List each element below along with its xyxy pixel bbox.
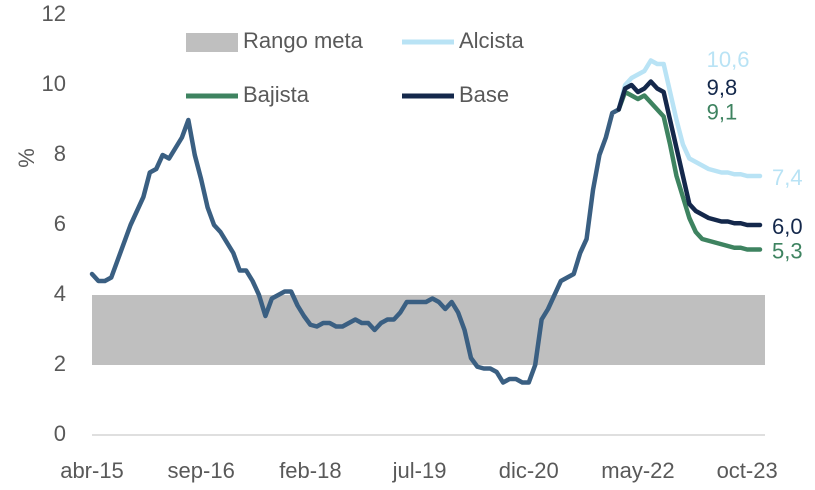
legend-label: Alcista: [459, 28, 525, 53]
y-tick-label: 6: [54, 211, 66, 236]
series-line: [89, 107, 621, 385]
x-tick-label: dic-20: [499, 458, 559, 483]
y-tick-label: 2: [54, 351, 66, 376]
legend-swatch: [186, 33, 238, 52]
data-label: 9,1: [707, 99, 738, 124]
series-line: [616, 89, 763, 252]
data-label: 7,4: [772, 165, 803, 190]
x-tick-label: sep-16: [168, 458, 235, 483]
y-tick-label: 10: [42, 71, 66, 96]
x-tick-label: feb-18: [279, 458, 341, 483]
series-line: [616, 79, 763, 228]
data-label: 5,3: [772, 238, 803, 263]
y-axis-label: %: [14, 148, 39, 168]
legend-label: Rango meta: [243, 28, 364, 53]
y-tick-label: 0: [54, 421, 66, 446]
x-tick-label: jul-19: [392, 458, 447, 483]
data-label: 6,0: [772, 214, 803, 239]
legend-label: Base: [459, 82, 509, 107]
y-tick-label: 12: [42, 1, 66, 26]
series-line: [616, 58, 763, 179]
x-tick-label: may-22: [601, 458, 674, 483]
target-band: [92, 295, 765, 365]
data-label: 10,6: [707, 47, 750, 72]
y-tick-label: 4: [54, 281, 66, 306]
y-tick-label: 8: [54, 141, 66, 166]
data-label: 9,8: [707, 75, 738, 100]
x-tick-label: oct-23: [717, 458, 778, 483]
x-tick-label: abr-15: [60, 458, 124, 483]
legend-label: Bajista: [243, 82, 310, 107]
